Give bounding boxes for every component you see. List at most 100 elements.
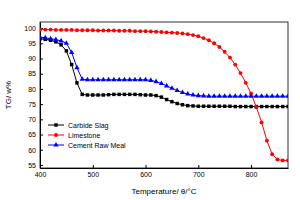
data-point (239, 71, 243, 75)
data-point (270, 93, 275, 98)
data-point (175, 31, 179, 35)
data-point (217, 93, 222, 98)
data-point (164, 83, 169, 88)
y-tick-mark (40, 104, 43, 105)
data-point (223, 50, 227, 54)
legend-item: Carbide Slag (48, 122, 109, 130)
y-tick: 75 (28, 101, 43, 108)
data-point (40, 34, 43, 39)
data-point (64, 28, 68, 32)
data-point (127, 77, 132, 82)
x-tick: 600 (140, 165, 152, 178)
data-point (275, 158, 279, 162)
data-point (117, 29, 121, 33)
data-point (217, 45, 221, 49)
data-point (143, 77, 148, 82)
legend: Carbide SlagLimestoneCement Raw Meal (48, 122, 126, 149)
y-tick-label: 70 (28, 116, 36, 123)
x-tick: 800 (246, 165, 258, 178)
data-point (286, 158, 288, 162)
data-point (275, 93, 280, 98)
y-tick-mark (40, 43, 43, 44)
legend-marker (54, 123, 57, 126)
data-point (101, 29, 105, 33)
data-point (165, 98, 168, 101)
legend-item: Cement Raw Meal (48, 142, 126, 149)
data-point (138, 29, 142, 33)
data-point (80, 28, 84, 32)
data-point (185, 91, 190, 96)
data-point (244, 81, 248, 85)
x-axis: 400500600700800 (35, 165, 289, 178)
y-tick: 100 (24, 25, 43, 32)
data-point (254, 105, 258, 109)
data-point (117, 77, 122, 82)
data-point (149, 93, 152, 96)
data-point (281, 158, 285, 162)
series-line (40, 39, 288, 107)
data-point (91, 28, 95, 32)
x-tick-mark (198, 165, 199, 168)
chart: 400500600700800556065707580859095100Temp… (0, 0, 300, 200)
data-point (139, 93, 142, 96)
data-point (128, 29, 132, 33)
data-point (54, 28, 58, 32)
y-tick: 60 (28, 146, 43, 153)
data-point (191, 104, 194, 107)
y-tick: 85 (28, 70, 43, 77)
plot-area (40, 28, 288, 163)
data-point (206, 93, 211, 98)
x-tick-label: 800 (246, 171, 258, 178)
x-tick-label: 500 (87, 171, 99, 178)
data-point (260, 120, 264, 124)
data-point (70, 28, 74, 32)
data-point (138, 77, 143, 82)
data-point (149, 29, 153, 33)
data-point (207, 38, 211, 42)
data-point (244, 105, 247, 108)
data-point (106, 77, 111, 82)
y-tick: 55 (28, 162, 43, 169)
x-tick-mark (93, 165, 94, 168)
data-point (86, 28, 90, 32)
data-point (59, 43, 62, 46)
data-point (265, 105, 268, 108)
data-point (107, 93, 110, 96)
y-tick-label: 100 (24, 25, 36, 32)
x-tick-label: 700 (193, 171, 205, 178)
data-point (75, 28, 79, 32)
data-point (80, 93, 83, 96)
y-tick: 65 (28, 131, 43, 138)
data-point (280, 93, 285, 98)
data-point (148, 77, 153, 82)
data-point (91, 93, 94, 96)
data-point (169, 85, 174, 90)
data-point (243, 93, 248, 98)
series-markers (40, 34, 288, 98)
data-point (170, 31, 174, 35)
data-point (96, 29, 100, 33)
y-tick-mark (40, 135, 43, 136)
y-tick-label: 55 (28, 162, 36, 169)
data-point (96, 93, 99, 96)
data-point (70, 63, 73, 66)
data-point (112, 93, 115, 96)
data-point (154, 94, 157, 97)
data-point (154, 30, 158, 34)
y-tick-mark (40, 119, 43, 120)
data-point (86, 93, 89, 96)
x-axis-line (41, 168, 289, 169)
data-point (75, 81, 78, 84)
data-point (132, 77, 137, 82)
data-point (43, 28, 47, 32)
data-point (233, 93, 238, 98)
legend-label: Carbide Slag (68, 122, 109, 130)
data-point (238, 93, 243, 98)
y-tick: 80 (28, 86, 43, 93)
x-axis-title: Temperature/ θ/°C (131, 187, 196, 196)
data-point (197, 105, 200, 108)
data-point (175, 87, 180, 92)
data-point (181, 103, 184, 106)
data-point (264, 93, 269, 98)
data-point (228, 56, 232, 60)
